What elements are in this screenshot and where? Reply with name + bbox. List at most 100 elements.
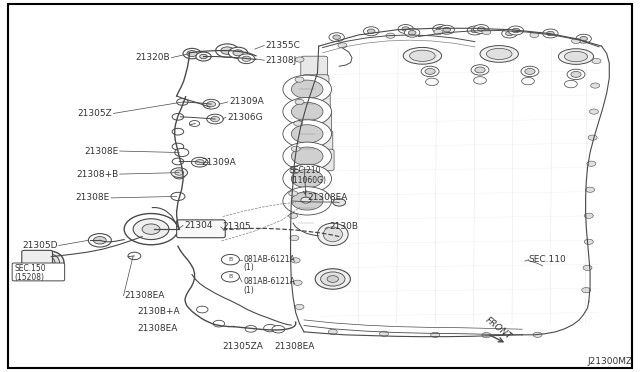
Ellipse shape [403, 48, 442, 64]
Text: 21308EA: 21308EA [125, 291, 165, 300]
Circle shape [200, 54, 207, 59]
Circle shape [295, 304, 304, 310]
Circle shape [512, 28, 520, 33]
Circle shape [580, 36, 588, 41]
Circle shape [291, 258, 300, 263]
Circle shape [398, 25, 413, 33]
Circle shape [175, 170, 184, 175]
Circle shape [283, 75, 332, 103]
Circle shape [291, 125, 323, 143]
Circle shape [533, 332, 542, 337]
Ellipse shape [410, 50, 435, 61]
Text: 21305D: 21305D [22, 241, 58, 250]
Circle shape [525, 68, 535, 74]
Circle shape [584, 239, 593, 244]
Circle shape [425, 68, 435, 74]
Circle shape [191, 157, 208, 167]
Circle shape [93, 237, 106, 244]
Text: 21309A: 21309A [229, 97, 264, 106]
Circle shape [283, 164, 332, 193]
Text: 2130B+A: 2130B+A [138, 307, 180, 316]
Circle shape [434, 29, 443, 35]
Text: B: B [228, 274, 232, 279]
Circle shape [228, 47, 248, 58]
Circle shape [477, 27, 485, 31]
Circle shape [172, 128, 184, 135]
Text: 081AB-6121A: 081AB-6121A [243, 255, 295, 264]
Ellipse shape [558, 49, 594, 64]
Circle shape [264, 324, 276, 332]
Circle shape [183, 48, 201, 59]
Text: SEC.210: SEC.210 [290, 166, 321, 175]
Circle shape [586, 187, 595, 192]
Circle shape [245, 326, 257, 332]
FancyBboxPatch shape [306, 131, 333, 152]
Circle shape [474, 77, 486, 84]
Circle shape [433, 25, 448, 33]
Circle shape [543, 29, 558, 38]
FancyBboxPatch shape [301, 56, 328, 78]
Text: FRONT: FRONT [483, 315, 513, 341]
Circle shape [329, 33, 344, 42]
Circle shape [482, 333, 491, 338]
Circle shape [333, 199, 346, 206]
Circle shape [582, 288, 591, 293]
Ellipse shape [317, 223, 348, 246]
Circle shape [175, 148, 189, 157]
Circle shape [283, 97, 332, 126]
Text: 21306G: 21306G [227, 113, 263, 122]
Circle shape [467, 26, 483, 35]
Circle shape [203, 99, 220, 109]
Circle shape [576, 34, 591, 43]
Circle shape [283, 187, 332, 215]
Circle shape [221, 47, 234, 54]
Circle shape [402, 27, 410, 31]
FancyBboxPatch shape [305, 112, 332, 134]
Circle shape [294, 121, 303, 126]
Circle shape [564, 80, 577, 88]
Circle shape [547, 31, 554, 36]
Text: 21305ZA: 21305ZA [223, 342, 264, 351]
Circle shape [172, 113, 184, 120]
Text: 21308E: 21308E [84, 147, 118, 155]
Text: 21308EA: 21308EA [307, 193, 348, 202]
Circle shape [207, 102, 216, 107]
Circle shape [583, 265, 592, 270]
Text: 21308J: 21308J [266, 56, 297, 65]
Text: 21308E: 21308E [76, 193, 110, 202]
Circle shape [187, 51, 197, 57]
Text: 21320B: 21320B [135, 53, 170, 62]
Text: B: B [228, 257, 232, 262]
FancyBboxPatch shape [307, 149, 334, 171]
Circle shape [572, 38, 580, 44]
Text: 21308EA: 21308EA [138, 324, 178, 333]
Circle shape [291, 147, 323, 166]
Circle shape [521, 66, 539, 77]
Circle shape [431, 332, 440, 337]
Text: 21308EA: 21308EA [274, 342, 314, 351]
Circle shape [439, 25, 454, 34]
Circle shape [421, 66, 439, 77]
Ellipse shape [480, 46, 518, 62]
Circle shape [238, 54, 255, 64]
Text: (11060G): (11060G) [290, 176, 326, 185]
Circle shape [367, 29, 375, 33]
Ellipse shape [327, 276, 339, 282]
Circle shape [173, 172, 185, 179]
Circle shape [587, 161, 596, 166]
Circle shape [290, 169, 299, 174]
Circle shape [128, 252, 141, 260]
Circle shape [471, 28, 479, 33]
Circle shape [295, 77, 304, 82]
Circle shape [295, 99, 304, 105]
Circle shape [502, 29, 517, 38]
Circle shape [291, 169, 323, 188]
Circle shape [506, 31, 513, 36]
Circle shape [471, 65, 489, 75]
Circle shape [338, 43, 347, 48]
FancyBboxPatch shape [12, 263, 65, 281]
Text: (1): (1) [243, 286, 254, 295]
FancyBboxPatch shape [22, 250, 52, 275]
Circle shape [221, 254, 239, 265]
Circle shape [364, 27, 379, 36]
